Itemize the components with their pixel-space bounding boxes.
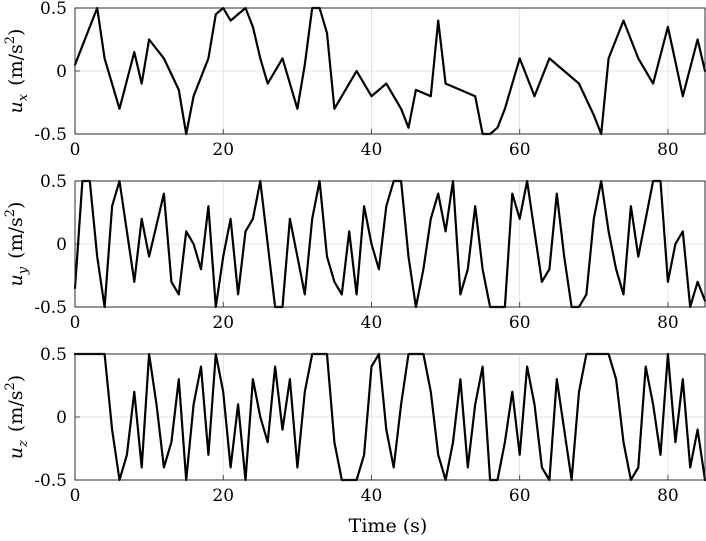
y-axis-label-sub: y <box>16 266 31 275</box>
y-axis-label-unit: (m/s <box>5 217 27 259</box>
series-ux-line <box>73 6 706 136</box>
y-tick-label: 0.5 <box>40 0 67 19</box>
y-axis-label-var: u <box>5 101 27 113</box>
y-tick-label: 0 <box>56 408 67 428</box>
x-tick-label: 80 <box>657 140 679 160</box>
x-tick-label: 40 <box>361 486 383 506</box>
y-axis-label-sub: x <box>16 93 31 101</box>
x-tick-label: 60 <box>509 140 531 160</box>
y-axis-label-sup: 2 <box>3 36 18 44</box>
subplot-uy: 0 20 40 60 800.50-0.5uy(m/s2) <box>3 172 706 333</box>
x-tick-label: 20 <box>212 486 234 506</box>
x-tick-label: 20 <box>212 140 234 160</box>
y-tick-label: -0.5 <box>34 125 67 145</box>
y-axis-label-var: u <box>5 447 27 459</box>
x-tick-label: 0 <box>70 486 81 506</box>
x-tick-label: 60 <box>509 486 531 506</box>
y-axis-label-uz: uz (m/s2) <box>3 375 31 459</box>
y-axis-label-unit: (m/s <box>5 44 27 86</box>
y-axis-label-sub: z <box>16 440 31 448</box>
y-axis-label-close: ) <box>5 29 27 36</box>
y-axis-label-unit: (m/s <box>5 391 27 433</box>
y-axis-label-ux: ux (m/s2) <box>3 29 31 114</box>
y-tick-label: -0.5 <box>34 471 67 491</box>
x-tick-label: 80 <box>657 486 679 506</box>
y-axis-label-var: u <box>5 274 27 286</box>
x-tick-label: 0 <box>70 140 81 160</box>
x-axis-label: Time (s) <box>349 515 428 537</box>
subplot-uz: 0 20 40 60 800.50-0.5uz(m/s2) <box>3 345 706 506</box>
x-tick-label: 20 <box>212 313 234 333</box>
y-axis-label-close: ) <box>5 375 27 382</box>
x-tick-label: 40 <box>361 140 383 160</box>
y-axis-label-close: ) <box>5 202 27 209</box>
x-tick-label: 0 <box>70 313 81 333</box>
x-tick-label: 40 <box>361 313 383 333</box>
x-tick-label: 60 <box>509 313 531 333</box>
y-axis-label-uy: uy (m/s2) <box>3 202 31 287</box>
y-tick-label: 0 <box>56 235 67 255</box>
y-tick-label: -0.5 <box>34 298 67 318</box>
y-axis-label-sup: 2 <box>3 382 18 390</box>
x-tick-label: 80 <box>657 313 679 333</box>
y-tick-label: 0.5 <box>40 345 67 365</box>
subplot-ux: 0 20 40 60 800.50-0.5ux(m/s2) <box>3 0 706 160</box>
y-axis-label-sup: 2 <box>3 209 18 217</box>
y-tick-label: 0 <box>56 62 67 82</box>
y-tick-label: 0.5 <box>40 172 67 192</box>
